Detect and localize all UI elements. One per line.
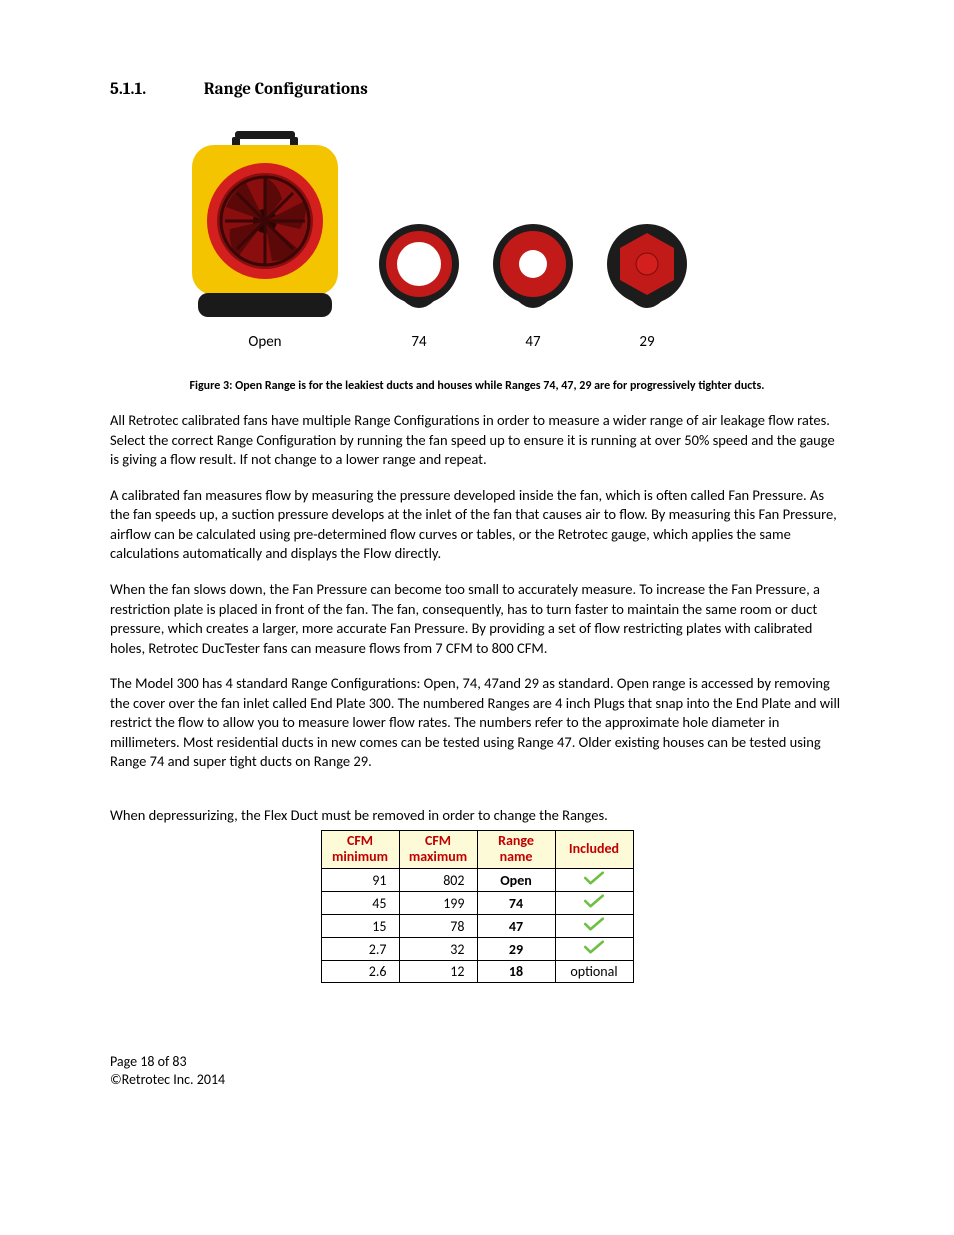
cell-cfm-max: 12 bbox=[399, 961, 477, 983]
para-3: When the fan slows down, the Fan Pressur… bbox=[110, 580, 844, 658]
col-cfm-min: CFMminimum bbox=[321, 830, 399, 869]
range-plate-74 bbox=[374, 219, 464, 323]
fan-open-image bbox=[180, 129, 350, 323]
cell-range-name: 47 bbox=[477, 915, 555, 938]
cell-cfm-min: 45 bbox=[321, 892, 399, 915]
para-1: All Retrotec calibrated fans have multip… bbox=[110, 411, 844, 470]
figure-labels: Open 74 47 29 bbox=[180, 333, 844, 351]
col-cfm-max: CFMmaximum bbox=[399, 830, 477, 869]
table-row: 91802Open bbox=[321, 869, 633, 892]
cell-included bbox=[555, 915, 633, 938]
label-29: 29 bbox=[602, 333, 692, 351]
cell-cfm-max: 802 bbox=[399, 869, 477, 892]
table-row: 4519974 bbox=[321, 892, 633, 915]
table-row: 2.73229 bbox=[321, 938, 633, 961]
cell-cfm-max: 32 bbox=[399, 938, 477, 961]
col-range-name: Rangename bbox=[477, 830, 555, 869]
section-title: Range Configurations bbox=[204, 80, 368, 99]
page-number: Page 18 of 83 bbox=[110, 1053, 844, 1071]
page-footer: Page 18 of 83 ©Retrotec Inc. 2014 bbox=[110, 1053, 844, 1089]
cell-cfm-max: 199 bbox=[399, 892, 477, 915]
col-included: Included bbox=[555, 830, 633, 869]
table-row: 2.61218optional bbox=[321, 961, 633, 983]
table-header-row: CFMminimum CFMmaximum Rangename Included bbox=[321, 830, 633, 869]
cell-cfm-max: 78 bbox=[399, 915, 477, 938]
cell-cfm-min: 15 bbox=[321, 915, 399, 938]
cell-cfm-min: 91 bbox=[321, 869, 399, 892]
figure-row bbox=[180, 129, 844, 323]
para-4: The Model 300 has 4 standard Range Confi… bbox=[110, 674, 844, 772]
cell-range-name: 74 bbox=[477, 892, 555, 915]
cell-included: optional bbox=[555, 961, 633, 983]
cell-included bbox=[555, 892, 633, 915]
cell-range-name: 18 bbox=[477, 961, 555, 983]
cell-cfm-min: 2.6 bbox=[321, 961, 399, 983]
section-number: 5.1.1. bbox=[110, 80, 200, 99]
label-open: Open bbox=[180, 333, 350, 351]
para-5: When depressurizing, the Flex Duct must … bbox=[110, 806, 844, 826]
cfm-range-table: CFMminimum CFMmaximum Rangename Included… bbox=[321, 830, 634, 984]
cell-included bbox=[555, 869, 633, 892]
figure-caption: Figure 3: Open Range is for the leakiest… bbox=[110, 379, 844, 393]
cell-range-name: Open bbox=[477, 869, 555, 892]
section-heading: 5.1.1. Range Configurations bbox=[110, 80, 844, 99]
cell-range-name: 29 bbox=[477, 938, 555, 961]
label-74: 74 bbox=[374, 333, 464, 351]
label-47: 47 bbox=[488, 333, 578, 351]
cell-included bbox=[555, 938, 633, 961]
copyright: ©Retrotec Inc. 2014 bbox=[110, 1071, 844, 1089]
table-row: 157847 bbox=[321, 915, 633, 938]
para-2: A calibrated fan measures flow by measur… bbox=[110, 486, 844, 564]
range-plate-29 bbox=[602, 219, 692, 323]
cell-cfm-min: 2.7 bbox=[321, 938, 399, 961]
range-plate-47 bbox=[488, 219, 578, 323]
